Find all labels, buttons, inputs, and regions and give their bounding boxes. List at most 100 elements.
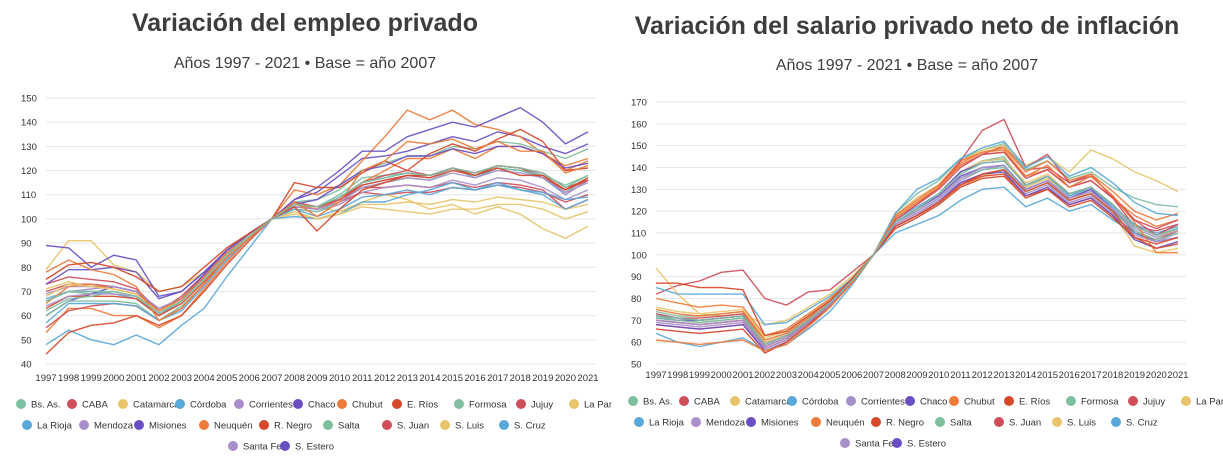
legend-item-la-rioja[interactable]: La Rioja: [22, 420, 73, 432]
legend-item-s-luis[interactable]: S. Luis: [440, 420, 484, 432]
legend-item-bs-as[interactable]: Bs. As.: [628, 396, 673, 408]
legend-item-misiones[interactable]: Misiones: [134, 420, 187, 432]
legend-item-r-negro[interactable]: R. Negro: [871, 417, 924, 429]
legend-item-s-juan[interactable]: S. Juan: [994, 417, 1041, 429]
legend-label: Neuquén: [214, 421, 253, 432]
y-tick-label: 140: [631, 163, 647, 174]
legend-marker: [293, 399, 303, 409]
series-line-neuquen: [655, 147, 1179, 341]
legend-label: Santa Fe: [855, 439, 894, 450]
legend-item-caba[interactable]: CABA: [67, 399, 109, 411]
x-tick-label: 2011: [950, 370, 970, 381]
x-tick-label: 2002: [148, 373, 169, 384]
legend-label: Chubut: [964, 397, 995, 408]
legend-marker: [730, 396, 740, 406]
legend-item-corrientes[interactable]: Corrientes: [234, 399, 293, 411]
y-tick-label: 80: [631, 294, 642, 305]
legend-item-santa-fe[interactable]: Santa Fe: [228, 441, 282, 453]
y-tick-label: 40: [21, 360, 32, 371]
legend-item-misiones[interactable]: Misiones: [746, 417, 799, 429]
legend-marker: [935, 417, 945, 427]
legend-item-caba[interactable]: CABA: [679, 396, 721, 408]
legend-label: Jujuy: [1143, 397, 1165, 408]
x-tick-label: 2004: [798, 370, 819, 381]
legend-item-s-cruz[interactable]: S. Cruz: [1111, 417, 1158, 429]
legend-item-salta[interactable]: Salta: [323, 420, 360, 432]
legend-label: S. Luis: [1067, 418, 1096, 429]
legend-item-e-rios[interactable]: E. Ríos: [392, 399, 438, 411]
legend-item-cordoba[interactable]: Córdoba: [787, 396, 839, 408]
legend-label: R. Negro: [274, 421, 312, 432]
legend-item-s-luis[interactable]: S. Luis: [1052, 417, 1096, 429]
legend-item-mendoza[interactable]: Mendoza: [79, 420, 134, 432]
legend-item-formosa[interactable]: Formosa: [454, 399, 507, 411]
x-tick-label: 1998: [667, 370, 688, 381]
series-line-pais: [45, 165, 589, 314]
x-tick-label: 1997: [35, 373, 56, 384]
legend-item-santa-fe[interactable]: Santa Fe: [840, 438, 894, 450]
series-line-s-juan: [45, 165, 589, 329]
x-tick-label: 2021: [1167, 370, 1188, 381]
legend-marker: [1181, 396, 1191, 406]
series-line-mendoza: [655, 169, 1179, 350]
x-tick-label: 2015: [1037, 370, 1058, 381]
x-tick-label: 2018: [1102, 370, 1123, 381]
legend-item-s-juan[interactable]: S. Juan: [382, 420, 429, 432]
legend-item-s-cruz[interactable]: S. Cruz: [499, 420, 546, 432]
legend-item-r-negro[interactable]: R. Negro: [259, 420, 312, 432]
legend-label: Santa Fe: [243, 442, 282, 453]
y-tick-label: 100: [631, 250, 647, 261]
legend-item-s-estero[interactable]: S. Estero: [280, 441, 334, 453]
legend-marker: [175, 399, 185, 409]
x-tick-label: 2012: [374, 373, 395, 384]
legend-marker: [1128, 396, 1138, 406]
legend-item-chaco[interactable]: Chaco: [293, 399, 335, 411]
legend-marker: [337, 399, 347, 409]
legend-label: E. Ríos: [407, 400, 438, 411]
legend-label: Chaco: [308, 400, 335, 411]
legend-marker: [234, 399, 244, 409]
legend-marker: [1111, 417, 1121, 427]
legend-item-formosa[interactable]: Formosa: [1066, 396, 1119, 408]
y-tick-label: 60: [21, 311, 32, 322]
legend-item-mendoza[interactable]: Mendoza: [691, 417, 746, 429]
legend-label: Mendoza: [706, 418, 746, 429]
y-tick-label: 90: [631, 272, 642, 283]
legend-item-chubut[interactable]: Chubut: [949, 396, 995, 408]
y-tick-label: 100: [21, 214, 37, 225]
legend-item-neuquen[interactable]: Neuquén: [811, 417, 865, 429]
legend-item-la-rioja[interactable]: La Rioja: [634, 417, 685, 429]
legend-item-cordoba[interactable]: Córdoba: [175, 399, 227, 411]
legend-item-jujuy[interactable]: Jujuy: [516, 399, 553, 411]
legend-item-bs-as[interactable]: Bs. As.: [16, 399, 61, 411]
legend-label: Bs. As.: [643, 397, 673, 408]
legend-item-la-pampa[interactable]: La Pampa: [569, 399, 612, 411]
legend-marker: [746, 417, 756, 427]
x-tick-label: 2020: [555, 373, 576, 384]
legend-item-la-pampa[interactable]: La Pampa: [1181, 396, 1223, 408]
x-tick-label: 2002: [754, 370, 775, 381]
legend-item-catamarca[interactable]: Catamarca: [118, 399, 180, 411]
legend-item-corrientes[interactable]: Corrientes: [846, 396, 905, 408]
y-tick-label: 150: [631, 141, 647, 152]
y-tick-label: 70: [21, 287, 32, 298]
legend-item-neuquen[interactable]: Neuquén: [199, 420, 253, 432]
legend-item-chaco[interactable]: Chaco: [905, 396, 947, 408]
legend-label: Bs. As.: [31, 400, 61, 411]
legend-item-chubut[interactable]: Chubut: [337, 399, 383, 411]
legend-marker: [79, 420, 89, 430]
legend-marker: [840, 438, 850, 448]
legend-marker: [228, 441, 238, 451]
legend-item-catamarca[interactable]: Catamarca: [730, 396, 792, 408]
y-tick-label: 140: [21, 118, 37, 129]
legend-label: Formosa: [469, 400, 507, 411]
legend-label: CABA: [694, 397, 721, 408]
legend-item-e-rios[interactable]: E. Ríos: [1004, 396, 1050, 408]
legend-item-jujuy[interactable]: Jujuy: [1128, 396, 1165, 408]
legend-marker: [628, 396, 638, 406]
legend-item-salta[interactable]: Salta: [935, 417, 972, 429]
legend-label: Corrientes: [861, 397, 905, 408]
legend-item-s-estero[interactable]: S. Estero: [892, 438, 946, 450]
legend-marker: [994, 417, 1004, 427]
